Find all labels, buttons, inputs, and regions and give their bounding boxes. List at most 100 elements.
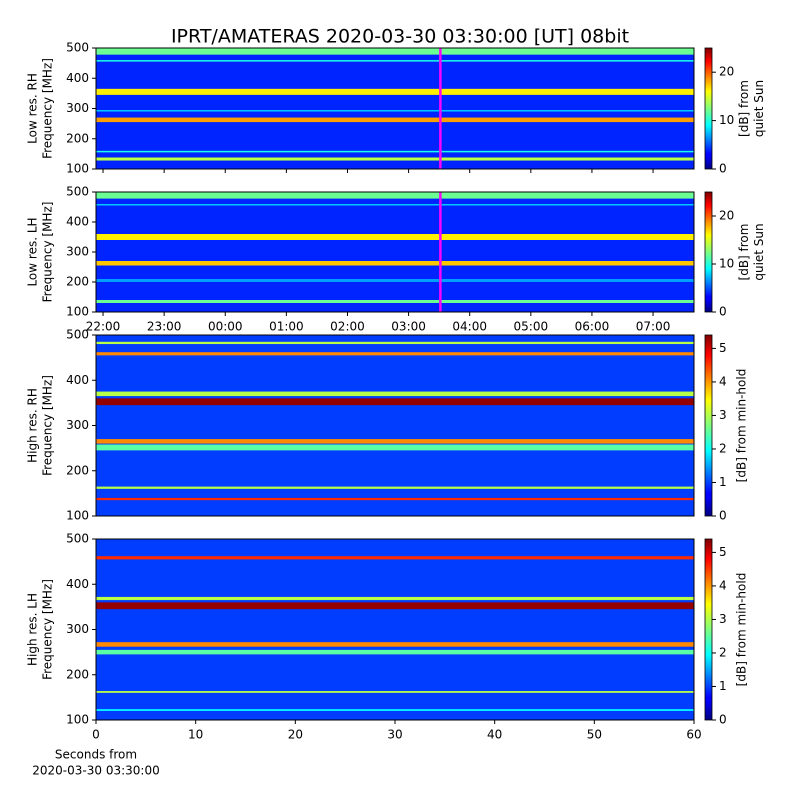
colorbar-tick-label: 3 [719, 612, 727, 626]
x-tick-label: 23:00 [147, 320, 182, 334]
x-tick-label: 03:00 [391, 320, 426, 334]
colorbar-label: quiet Sun [752, 223, 766, 280]
colorbar-tick-label: 4 [719, 578, 727, 592]
colorbar-tick-label: 0 [719, 713, 727, 727]
heatmap-band [96, 556, 694, 560]
heatmap-band [96, 709, 694, 711]
heatmap-band [96, 341, 694, 345]
heatmap-band [96, 110, 694, 112]
heatmap-band [96, 157, 694, 161]
heatmap-background [96, 192, 694, 312]
y-tick-label: 400 [66, 215, 89, 229]
colorbar-tick-label: 2 [719, 645, 727, 659]
colorbar-tick-label: 20 [719, 209, 734, 223]
heatmap-background [96, 335, 694, 516]
x-tick-label: 22:00 [86, 320, 121, 334]
colorbar-tick-label: 2 [719, 441, 727, 455]
heatmap-band [96, 649, 694, 655]
y-axis-label: Low res. RH [26, 73, 40, 144]
colorbar-label: [dB] from min-hold [735, 573, 749, 687]
heatmap-band [96, 300, 694, 303]
colorbar-tick-label: 1 [719, 475, 727, 489]
colorbar [704, 538, 713, 721]
x-tick-label: 04:00 [452, 320, 487, 334]
y-tick-label: 400 [66, 373, 89, 387]
heatmap-band [96, 444, 694, 451]
y-axis-label: Frequency [MHz] [41, 375, 55, 476]
colorbar-tick-label: 10 [719, 113, 734, 127]
heatmap-band [96, 391, 694, 397]
colorbar-tick-label: 20 [719, 65, 734, 79]
heatmap-band [96, 439, 694, 444]
colorbar-tick-label: 10 [719, 257, 734, 271]
heatmap-background [96, 48, 694, 169]
colorbar-tick-label: 0 [719, 162, 727, 176]
colorbar-label: [dB] from min-hold [735, 369, 749, 483]
x-tick-label: 50 [587, 728, 602, 742]
colorbar-label: [dB] from [737, 224, 751, 281]
x-tick-label: 0 [92, 728, 100, 742]
colorbar-tick-label: 0 [719, 509, 727, 523]
colorbar-tick-label: 5 [719, 341, 727, 355]
y-tick-label: 300 [66, 622, 89, 636]
y-tick-label: 200 [66, 131, 89, 145]
x-tick-label: 01:00 [269, 320, 304, 334]
x-axis-label: Seconds from [55, 748, 137, 762]
y-tick-label: 200 [66, 275, 89, 289]
heatmap-band [96, 60, 694, 62]
heatmap-band [96, 596, 694, 601]
y-axis-label: Low res. LH [26, 217, 40, 286]
heatmap-band [96, 88, 694, 95]
colorbar-tick-label: 4 [719, 374, 727, 388]
heatmap-band [96, 48, 694, 55]
x-tick-label: 02:00 [330, 320, 365, 334]
heatmap-band [96, 497, 694, 501]
heatmap-band [96, 279, 694, 282]
y-tick-label: 400 [66, 577, 89, 591]
heatmap-band [96, 204, 694, 206]
x-tick-label: 30 [387, 728, 402, 742]
colorbar-label: quiet Sun [752, 80, 766, 137]
heatmap-band [96, 486, 694, 489]
colorbar [704, 334, 713, 517]
x-tick-label: 05:00 [514, 320, 549, 334]
y-tick-label: 400 [66, 71, 89, 85]
heatmap-band [96, 602, 694, 610]
x-tick-label: 06:00 [575, 320, 610, 334]
heatmap-band [96, 117, 694, 123]
y-tick-label: 200 [66, 463, 89, 477]
y-tick-label: 100 [66, 713, 89, 727]
y-tick-label: 300 [66, 245, 89, 259]
y-axis-label: High res. RH [26, 388, 40, 463]
y-tick-label: 500 [66, 328, 89, 342]
heatmap-band [96, 192, 694, 199]
heatmap-band [96, 261, 694, 266]
y-tick-label: 500 [66, 185, 89, 199]
figure-title: IPRT/AMATERAS 2020-03-30 03:30:00 [UT] 0… [171, 26, 629, 48]
y-tick-label: 100 [66, 305, 89, 319]
colorbar [704, 191, 713, 313]
colorbar-tick-label: 3 [719, 408, 727, 422]
y-axis-label: Frequency [MHz] [41, 58, 55, 159]
x-tick-label: 40 [487, 728, 502, 742]
x-tick-label: 07:00 [636, 320, 671, 334]
colorbar-tick-label: 0 [719, 305, 727, 319]
heatmap-band [96, 150, 694, 153]
heatmap-background [96, 539, 694, 720]
colorbar-tick-label: 5 [719, 545, 727, 559]
x-tick-label: 00:00 [208, 320, 243, 334]
y-tick-label: 200 [66, 667, 89, 681]
heatmap-band [96, 691, 694, 693]
heatmap-band [96, 352, 694, 356]
y-tick-label: 500 [66, 532, 89, 546]
y-tick-label: 100 [66, 162, 89, 176]
x-tick-label: 20 [288, 728, 303, 742]
colorbar-label: [dB] from [737, 80, 751, 137]
y-tick-label: 100 [66, 509, 89, 523]
heatmap-band [96, 234, 694, 240]
heatmap-band [96, 398, 694, 406]
x-tick-label: 60 [686, 728, 701, 742]
y-tick-label: 300 [66, 101, 89, 115]
colorbar [704, 47, 713, 170]
x-tick-label: 10 [188, 728, 203, 742]
